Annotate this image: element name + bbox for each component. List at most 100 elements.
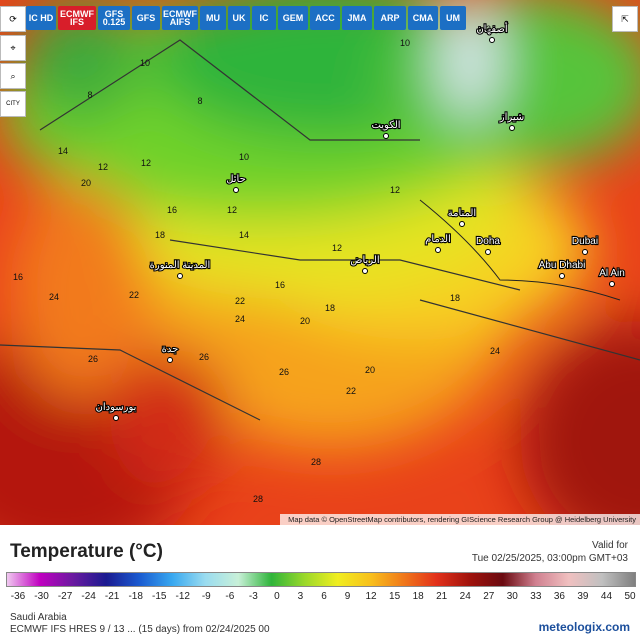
scale-tick-label: -3 — [248, 591, 258, 602]
locate-button[interactable]: ⌖ — [0, 35, 26, 61]
brand: meteologix.com — [538, 620, 630, 634]
isotherm-label: 20 — [300, 316, 310, 326]
reload-button[interactable]: ⟳ — [0, 6, 26, 32]
place-marker — [509, 125, 515, 131]
place-marker — [233, 187, 239, 193]
place-marker — [167, 357, 173, 363]
model-button[interactable]: IC — [252, 6, 276, 30]
model-button[interactable]: ECMWF AIFS — [162, 6, 198, 30]
place-marker — [459, 221, 465, 227]
place-label: حائل — [226, 174, 246, 185]
place-marker — [559, 273, 565, 279]
scale-tick-label: -30 — [34, 591, 49, 602]
isotherm-label: 26 — [279, 367, 289, 377]
isotherm-label: 24 — [490, 346, 500, 356]
scale-tick-label: 3 — [297, 591, 304, 602]
isotherm-label: 20 — [81, 178, 91, 188]
scale-tick-label: 9 — [344, 591, 351, 602]
model-info: ECMWF IFS HRES 9 / 13 ... (15 days) from… — [10, 624, 270, 635]
place-label: بورسودان — [96, 402, 137, 413]
model-button[interactable]: UK — [228, 6, 250, 30]
isotherm-label: 8 — [87, 90, 92, 100]
place-marker — [485, 249, 491, 255]
model-button[interactable]: MU — [200, 6, 226, 30]
share-button[interactable]: ⇱ — [612, 6, 638, 32]
scale-tick-label: -18 — [128, 591, 143, 602]
isotherm-label: 22 — [346, 386, 356, 396]
model-button[interactable]: JMA — [342, 6, 372, 30]
isotherm-label: 26 — [199, 352, 209, 362]
isotherm-label: -2 — [483, 24, 491, 34]
place-marker — [113, 415, 119, 421]
place-label: Dubai — [572, 236, 598, 247]
zoom-button[interactable]: ⌕ — [0, 63, 26, 89]
map[interactable]: Doha Dubai Abu Dhabi Al Ain الرياض الكويت المد… — [0, 0, 640, 525]
scale-tick-label: 50 — [624, 591, 636, 602]
scale-tick-label: -9 — [201, 591, 211, 602]
scale-tick-label: 6 — [321, 591, 327, 602]
isotherm-label: 16 — [167, 205, 177, 215]
scale-tick-label: 15 — [389, 591, 401, 602]
isotherm-label: 10 — [239, 152, 249, 162]
model-button[interactable]: IC HD — [26, 6, 56, 30]
isotherm-label: 12 — [98, 162, 108, 172]
isotherm-label: 22 — [235, 296, 245, 306]
model-button[interactable]: GFS 0.125 — [98, 6, 130, 30]
place-marker — [489, 37, 495, 43]
legend-panel: Temperature (°C) Valid for Tue 02/25/202… — [0, 525, 640, 635]
model-button[interactable]: ACC — [310, 6, 340, 30]
model-button[interactable]: GFS — [132, 6, 160, 30]
place-marker — [435, 247, 441, 253]
isotherm-label: 18 — [155, 230, 165, 240]
model-button[interactable]: CMA — [408, 6, 438, 30]
city-button[interactable]: CITY — [0, 91, 26, 117]
isotherm-label: 20 — [365, 365, 375, 375]
place-label: Al Ain — [599, 268, 625, 279]
scale-tick-label: -12 — [175, 591, 190, 602]
scale-tick-label: 33 — [530, 591, 542, 602]
place-label: أصفهان — [476, 22, 508, 35]
region: Saudi Arabia — [10, 612, 67, 623]
isotherm-label: 22 — [129, 290, 139, 300]
scale-tick-label: -15 — [151, 591, 167, 602]
place-marker — [582, 249, 588, 255]
place-label: المدينة المنورة — [150, 260, 211, 271]
place-label: الدمام — [425, 234, 451, 245]
isotherm-label: 24 — [235, 314, 245, 324]
isotherm-label: 26 — [88, 354, 98, 364]
model-button[interactable]: ARP — [374, 6, 406, 30]
scale-tick-label: -6 — [225, 591, 235, 602]
model-button[interactable]: GEM — [278, 6, 308, 30]
isotherm-label: 12 — [141, 158, 151, 168]
scale-tick-label: 18 — [412, 591, 424, 602]
scale-tick-label: 30 — [506, 591, 518, 602]
scale-tick-label: 27 — [483, 591, 495, 602]
scale-tick-label: 24 — [459, 591, 471, 602]
scale-tick-label: -36 — [10, 591, 26, 602]
isotherm-label: 18 — [450, 293, 460, 303]
model-button[interactable]: UM — [440, 6, 466, 30]
isotherm-label: 12 — [227, 205, 237, 215]
place-label: Abu Dhabi — [539, 260, 586, 271]
isotherm-label: 8 — [197, 96, 202, 106]
place-label: الكويت — [371, 120, 400, 131]
isotherm-label: 10 — [140, 58, 150, 68]
scale-tick-label: 12 — [365, 591, 377, 602]
place-label: جدة — [162, 344, 179, 355]
place-label: شيراز — [499, 112, 525, 123]
scale-tick-label: -27 — [57, 591, 73, 602]
scale-tick-label: -24 — [81, 591, 96, 602]
isotherm-label: 14 — [58, 146, 68, 156]
isotherm-label: 28 — [311, 457, 321, 467]
title: Temperature (°C) — [10, 541, 163, 562]
model-button[interactable]: ECMWF IFS — [58, 6, 96, 30]
map-canvas: Doha Dubai Abu Dhabi Al Ain الرياض الكويت المد… — [0, 0, 640, 525]
place-marker — [383, 133, 389, 139]
scale-tick-label: 39 — [577, 591, 589, 602]
isotherm-label: 16 — [13, 272, 23, 282]
valid-label: Valid for — [592, 540, 628, 551]
place-label: الرياض — [350, 255, 379, 266]
isotherm-label: 18 — [325, 303, 335, 313]
place-marker — [177, 273, 183, 279]
